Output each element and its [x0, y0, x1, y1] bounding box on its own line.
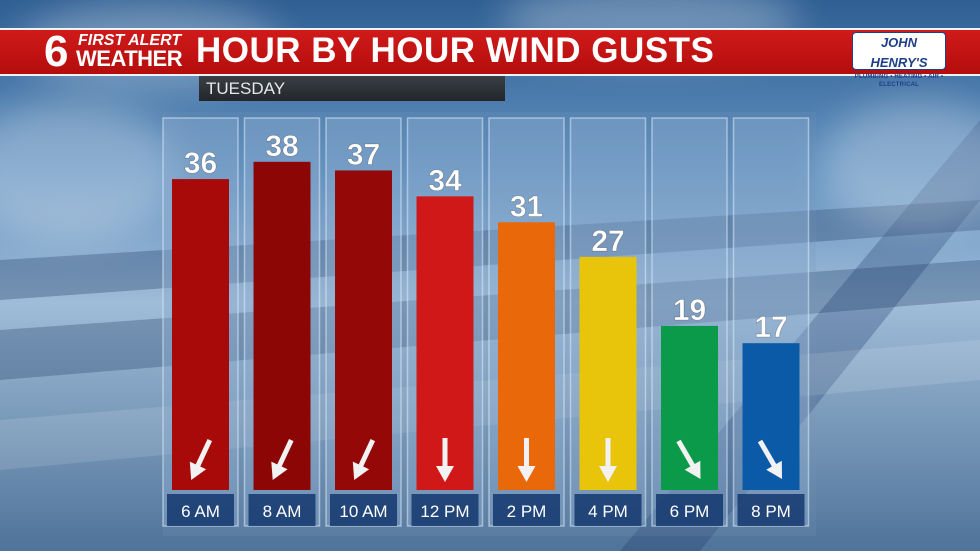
sponsor-name: JOHN HENRY'S	[870, 35, 928, 70]
arrow-head	[436, 466, 454, 482]
data-label: 27	[591, 225, 624, 258]
arrow-head	[766, 460, 782, 480]
tick-label: 10 AM	[339, 502, 387, 521]
tick-label-box	[167, 494, 234, 526]
title-bar	[0, 28, 980, 76]
arrow-shaft	[524, 438, 529, 468]
arrow-shaft	[757, 439, 778, 469]
tick-label: 4 PM	[588, 502, 628, 521]
tick-label-box	[656, 494, 723, 526]
page-title: HOUR BY HOUR WIND GUSTS	[196, 31, 715, 70]
tick-label: 8 AM	[263, 502, 302, 521]
station-logo-first-alert: FIRST ALERT	[78, 32, 182, 49]
arrow-head	[352, 461, 370, 480]
bar	[335, 170, 392, 491]
arrow-shaft	[357, 439, 376, 469]
tick-label: 12 PM	[420, 502, 469, 521]
arrow-head	[189, 461, 207, 480]
wind-direction-arrow-icon	[436, 438, 454, 482]
wind-direction-arrow-icon	[189, 439, 213, 480]
wind-direction-arrow-icon	[271, 439, 294, 480]
data-label: 17	[754, 311, 787, 344]
bar	[172, 179, 229, 490]
tick-label: 6 AM	[181, 502, 220, 521]
bar	[661, 325, 718, 490]
wind-direction-arrow-icon	[517, 438, 536, 482]
data-label: 19	[673, 294, 706, 327]
tick-label: 8 PM	[751, 502, 791, 521]
data-label: 36	[184, 147, 217, 180]
bar	[742, 343, 800, 490]
data-label: 37	[347, 138, 380, 171]
arrow-shaft	[276, 439, 294, 469]
arrow-head	[599, 466, 617, 482]
arrow-head	[517, 466, 536, 482]
data-label: 31	[510, 190, 543, 223]
tick-label-box	[574, 494, 642, 526]
tick-label: 6 PM	[670, 502, 710, 521]
tick-label-box	[411, 494, 479, 526]
wind-direction-arrow-icon	[352, 439, 376, 480]
tick-label-box	[248, 494, 316, 526]
arrow-shaft	[605, 438, 611, 468]
arrow-shaft	[442, 438, 448, 468]
sponsor-logo: JOHN HENRY'S PLUMBING • HEATING • AIR • …	[852, 32, 946, 88]
bar	[253, 161, 311, 490]
data-label: 34	[428, 164, 462, 197]
tick-label-box	[330, 494, 397, 526]
wind-direction-arrow-icon	[599, 438, 617, 482]
station-logo-number: 6	[44, 27, 69, 76]
wind-direction-arrow-icon	[757, 439, 782, 480]
wind-direction-arrow-icon	[676, 439, 701, 480]
arrow-head	[271, 461, 288, 480]
day-label: TUESDAY	[199, 76, 505, 101]
arrow-shaft	[676, 439, 696, 469]
station-logo-weather: WEATHER	[76, 46, 183, 71]
arrow-shaft	[194, 439, 213, 469]
tick-label-box	[737, 494, 805, 526]
tick-label: 2 PM	[507, 502, 547, 521]
sponsor-tagline: PLUMBING • HEATING • AIR • ELECTRICAL	[854, 74, 944, 88]
arrow-head	[684, 460, 701, 480]
cloud	[0, 100, 180, 240]
tick-label-box	[493, 494, 560, 526]
data-label: 38	[265, 130, 298, 163]
cloud	[820, 100, 980, 230]
